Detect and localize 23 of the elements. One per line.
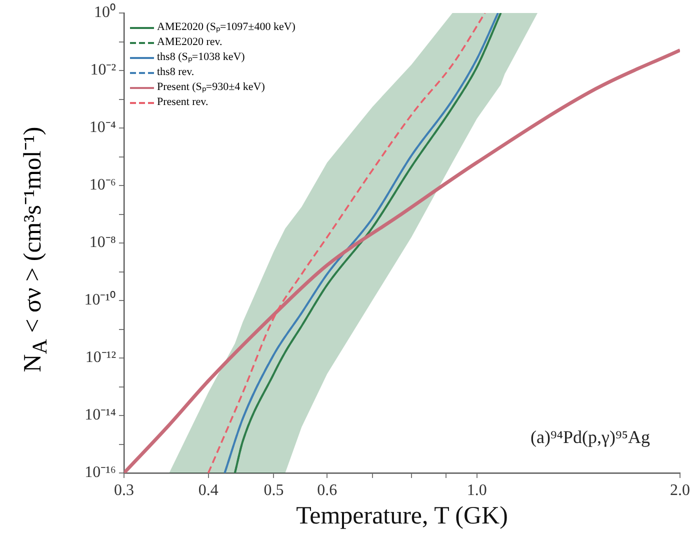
y-tick-label: 10⁻⁶ <box>89 176 116 194</box>
legend-label: AME2020 (Sₚ=1097±400 keV) <box>157 20 296 35</box>
y-tick-label: 10⁻¹² <box>85 349 116 366</box>
y-tick-label: 10⁻² <box>90 62 116 79</box>
y-tick-label: 10⁻¹⁶ <box>84 464 116 482</box>
legend-label: Present rev. <box>157 95 208 110</box>
y-tick-label: 10⁻¹⁴ <box>84 406 116 424</box>
legend-label: Present (Sₚ=930±4 keV) <box>157 80 265 95</box>
x-axis-title: Temperature, T (GK) <box>296 502 508 530</box>
legend-label: ths8 rev. <box>157 65 194 80</box>
x-tick-label: 0.4 <box>198 482 218 499</box>
annotation: (a)⁹⁴Pd(p,γ)⁹⁵Ag <box>530 427 650 447</box>
x-tick-label: 0.3 <box>114 482 134 499</box>
x-tick-label: 0.5 <box>264 482 284 499</box>
y-tick-label: 10⁻⁸ <box>89 234 116 252</box>
x-tick-label: 2.0 <box>670 482 690 499</box>
x-tick-label: 0.6 <box>317 482 338 499</box>
y-tick-label: 10⁰ <box>94 3 116 22</box>
x-tick-label: 1.0 <box>466 482 487 499</box>
legend-label: ths8 (Sₚ=1038 keV) <box>157 50 245 65</box>
y-tick-label: 10⁻¹⁰ <box>84 290 116 309</box>
legend-label: AME2020 rev. <box>157 35 222 50</box>
y-tick-label: 10⁻⁴ <box>89 119 116 136</box>
